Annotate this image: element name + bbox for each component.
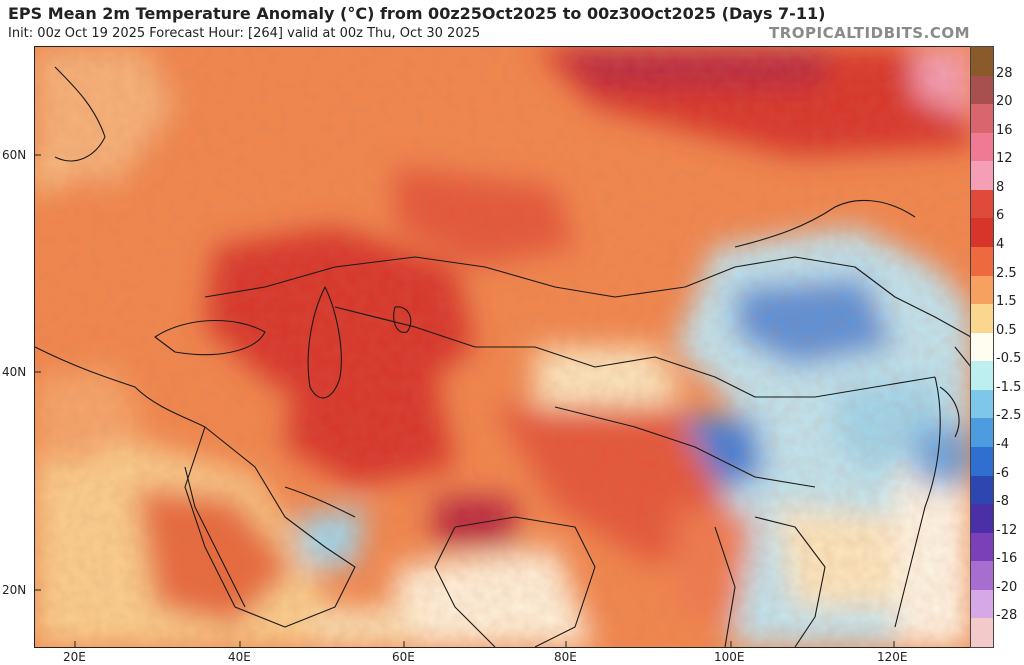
color-scale-swatch [971, 75, 993, 105]
lat-label-20n: 20N [2, 583, 27, 597]
graticule-ticks [35, 154, 895, 647]
color-scale-label: 4 [996, 237, 1005, 252]
lon-label-120e: 120E [877, 650, 908, 664]
color-scale-swatch [971, 218, 993, 248]
color-scale-swatch [971, 247, 993, 277]
lon-label-20e: 20E [63, 650, 86, 664]
color-scale-swatch [971, 104, 993, 134]
map-header: EPS Mean 2m Temperature Anomaly (°C) fro… [8, 4, 974, 44]
country-borders [35, 66, 971, 647]
lon-label-80e: 80E [554, 650, 577, 664]
color-scale-swatch [971, 475, 993, 505]
color-scale-swatch [971, 275, 993, 305]
color-scale-swatch [971, 161, 993, 191]
color-scale-label: -2.5 [996, 408, 1022, 424]
color-scale-label: 16 [996, 122, 1013, 138]
color-scale-label: -6 [996, 465, 1009, 481]
color-scale-swatch [971, 389, 993, 419]
color-scale-swatch [971, 361, 993, 391]
color-scale-swatch [971, 332, 993, 362]
color-scale-label: -28 [996, 608, 1018, 624]
color-scale-label: -0.5 [996, 351, 1022, 367]
color-scale-label: -1.5 [996, 379, 1022, 395]
color-scale-label: 12 [996, 151, 1013, 167]
color-scale-label: -8 [996, 494, 1009, 510]
color-scale-label: 1.5 [996, 294, 1017, 310]
map-subtitle: Init: 00z Oct 19 2025 Forecast Hour: [26… [8, 26, 481, 41]
color-scale-swatch [971, 589, 993, 619]
lon-label-40e: 40E [228, 650, 251, 664]
color-scale-label: 8 [996, 179, 1005, 195]
color-scale-label: -16 [996, 551, 1018, 567]
lat-label-40n: 40N [2, 365, 27, 379]
color-scale-swatch [971, 618, 993, 648]
color-scale-swatch [971, 447, 993, 477]
color-scale-swatch [971, 504, 993, 534]
color-scale-label: 28 [996, 65, 1013, 81]
anomaly-map-canvas [35, 47, 971, 647]
color-scale-swatch [971, 561, 993, 591]
lat-label-60n: 60N [2, 148, 27, 162]
color-scale-swatch [971, 47, 993, 77]
color-scale-label: -12 [996, 522, 1018, 538]
lon-label-100e: 100E [714, 650, 745, 664]
color-scale-swatch [971, 304, 993, 334]
color-scale-swatch [971, 532, 993, 562]
color-scale-swatch [971, 418, 993, 448]
color-scale-label: -20 [996, 579, 1018, 595]
color-scale-label: 2.5 [996, 265, 1017, 281]
color-scale-label: -4 [996, 437, 1009, 452]
map-title: EPS Mean 2m Temperature Anomaly (°C) fro… [8, 4, 826, 23]
anomaly-map [34, 46, 972, 648]
color-scale-swatch [971, 189, 993, 219]
lon-label-60e: 60E [392, 650, 415, 664]
color-scale-label: 6 [996, 208, 1005, 224]
color-scale-label: 20 [996, 94, 1013, 110]
brand-watermark[interactable]: TROPICALTIDBITS.COM [769, 24, 970, 42]
color-scale-swatch [971, 132, 993, 162]
color-scale-bar [970, 46, 994, 648]
color-scale-label: 0.5 [996, 322, 1017, 338]
